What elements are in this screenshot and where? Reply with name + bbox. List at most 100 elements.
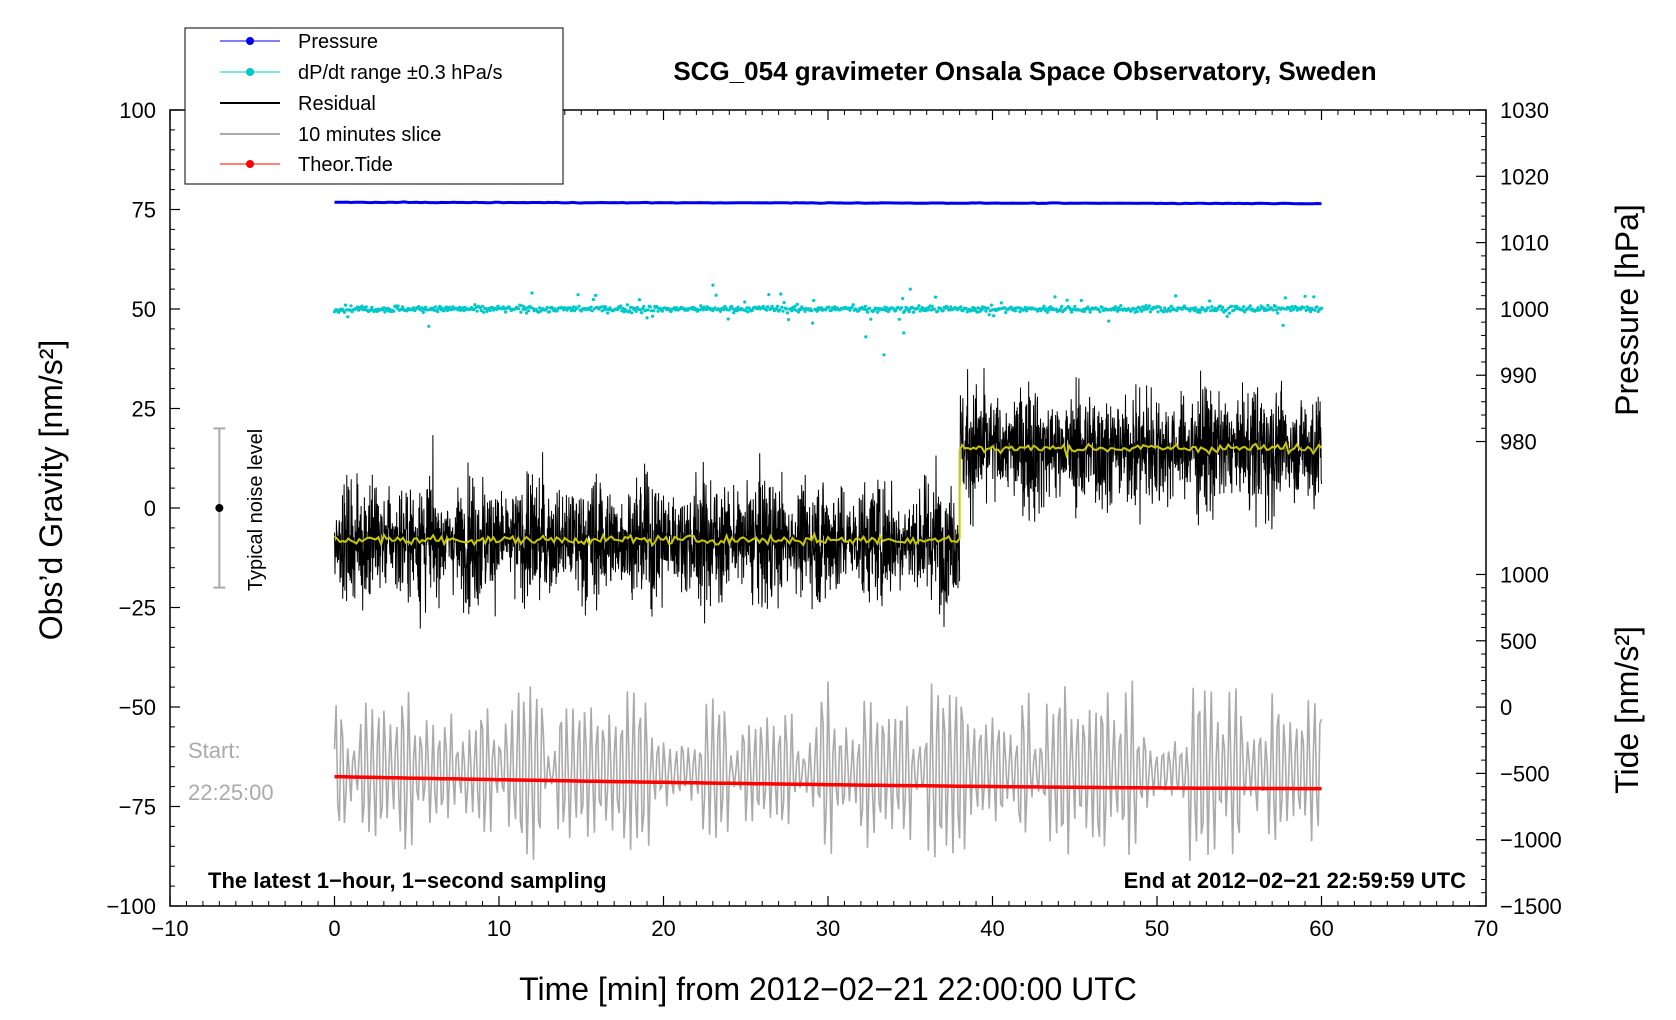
dpdt-point xyxy=(1053,295,1057,299)
dpdt-point xyxy=(396,304,400,308)
dpdt-point xyxy=(573,309,577,313)
dpdt-point xyxy=(343,303,348,307)
legend-label-dpdt: dP/dt range ±0.3 hPa/s xyxy=(298,62,502,84)
dpdt-point xyxy=(440,306,444,310)
dpdt-point xyxy=(634,309,638,313)
residual-mean-series xyxy=(333,440,1323,548)
dpdt-point xyxy=(949,305,953,309)
dpdt-point xyxy=(1305,305,1309,309)
dpdt-point xyxy=(1060,304,1064,309)
dpdt-point xyxy=(766,305,770,309)
dpdt-point xyxy=(903,309,907,313)
dpdt-point xyxy=(444,305,448,309)
legend: Pressure dP/dt range ±0.3 hPa/s Residual… xyxy=(184,27,564,185)
dpdt-point xyxy=(478,306,482,310)
y-left-tick-label: −100 xyxy=(106,894,156,919)
dpdt-point xyxy=(779,292,783,296)
dpdt-point xyxy=(630,311,634,315)
dpdt-point xyxy=(568,306,572,310)
y-left-tick-label: 25 xyxy=(132,397,156,422)
tide-tick-label: 500 xyxy=(1500,629,1537,654)
dpdt-point xyxy=(383,310,387,314)
dpdt-point xyxy=(713,306,717,310)
dpdt-point xyxy=(902,331,906,335)
dpdt-point xyxy=(803,309,807,313)
dpdt-point xyxy=(1242,305,1246,309)
dpdt-point xyxy=(959,305,963,309)
dpdt-point xyxy=(606,311,610,315)
noise-bar-center xyxy=(215,504,224,512)
dpdt-point xyxy=(1088,310,1092,314)
dpdt-point xyxy=(1004,310,1008,315)
dpdt-point xyxy=(1018,310,1022,314)
dpdt-point xyxy=(812,298,816,303)
x-tick-label: 10 xyxy=(487,916,511,941)
x-tick-label: −10 xyxy=(151,916,188,941)
dpdt-point xyxy=(916,306,920,310)
dpdt-point xyxy=(746,310,750,314)
residual-series xyxy=(334,367,1322,629)
noise-level-label: Typical noise level xyxy=(245,429,267,591)
dpdt-point xyxy=(899,306,904,310)
dpdt-point xyxy=(650,314,655,318)
dpdt-point xyxy=(517,307,521,311)
dpdt-point xyxy=(1283,296,1287,300)
dpdt-point xyxy=(1290,305,1294,309)
dpdt-point xyxy=(1148,310,1152,314)
dpdt-point xyxy=(392,309,396,313)
dpdt-point xyxy=(1167,306,1171,310)
dpdt-point xyxy=(907,310,911,314)
legend-marker-tide xyxy=(246,160,254,168)
dpdt-point xyxy=(337,310,341,314)
dpdt-point xyxy=(436,310,440,314)
dpdt-point xyxy=(875,310,880,314)
dpdt-point xyxy=(868,306,872,310)
tide-line xyxy=(334,774,1322,791)
axis-tick-labels: −10 0 10 20 30 40 50 60 70−100−75−50−25025507510… xyxy=(106,98,1561,941)
dpdt-point xyxy=(1188,309,1192,313)
dpdt-point xyxy=(908,287,912,291)
dpdt-point xyxy=(1156,310,1160,314)
dpdt-point xyxy=(627,309,632,313)
dpdt-point xyxy=(1299,307,1303,311)
dpdt-point xyxy=(961,309,965,313)
dpdt-point xyxy=(1134,307,1138,311)
dpdt-point xyxy=(977,310,981,314)
dpdt-point xyxy=(774,307,779,311)
dpdt-point xyxy=(727,308,731,312)
dpdt-point xyxy=(750,308,754,312)
dpdt-point xyxy=(718,309,723,313)
dpdt-point xyxy=(519,310,523,314)
legend-label-pressure: Pressure xyxy=(298,31,378,53)
dpdt-point xyxy=(488,308,492,313)
sampling-note: The latest 1−hour, 1−second sampling xyxy=(208,868,607,893)
dpdt-point xyxy=(421,310,425,314)
end-time-note: End at 2012−02−21 22:59:59 UTC xyxy=(1124,868,1467,893)
dpdt-point xyxy=(577,304,581,308)
dpdt-point xyxy=(864,335,868,339)
dpdt-point xyxy=(1315,305,1319,309)
dpdt-point xyxy=(625,303,629,307)
dpdt-point xyxy=(524,311,529,315)
tide-tick-label: −1000 xyxy=(1500,828,1562,853)
dpdt-point xyxy=(472,307,476,312)
dpdt-point xyxy=(851,303,855,307)
dpdt-point xyxy=(794,308,798,312)
dpdt-point xyxy=(1147,304,1151,308)
dpdt-point xyxy=(901,296,905,301)
dpdt-point xyxy=(1044,307,1048,311)
dpdt-point xyxy=(1319,306,1324,310)
dpdt-point xyxy=(793,304,797,308)
dpdt-point xyxy=(656,309,660,313)
dpdt-point xyxy=(1098,310,1102,314)
dpdt-point xyxy=(590,309,594,313)
dpdt-point xyxy=(504,310,508,314)
dpdt-point xyxy=(482,310,486,314)
dpdt-point xyxy=(1248,304,1252,308)
legend-entry-pressure: Pressure xyxy=(220,31,378,53)
dpdt-point xyxy=(986,306,990,310)
dpdt-point xyxy=(1230,304,1234,308)
dpdt-point xyxy=(640,311,644,315)
dpdt-point xyxy=(930,304,934,308)
dpdt-point xyxy=(811,321,815,325)
